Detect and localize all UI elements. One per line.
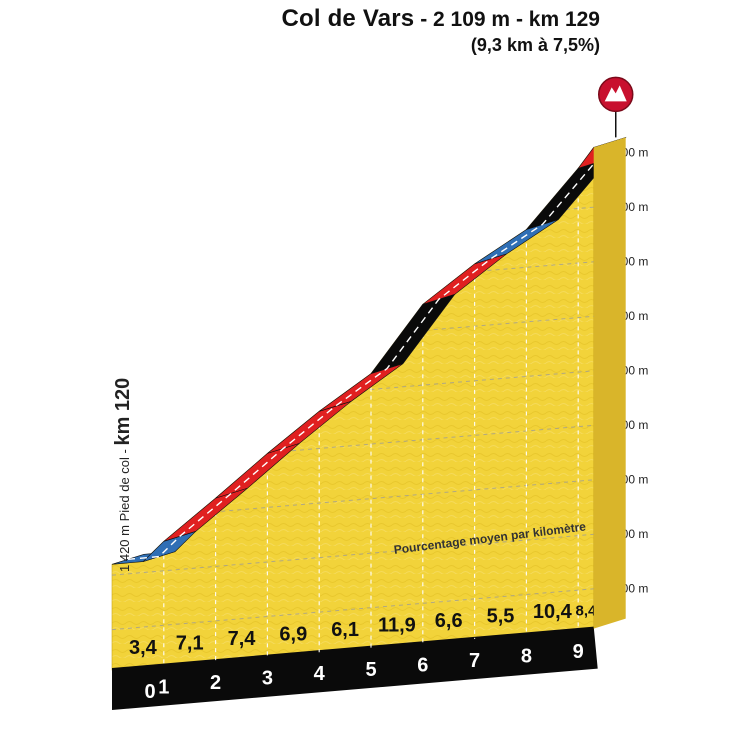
gradient-percentage-label: 7,4 [228, 628, 257, 650]
gradient-percentage-label: 11,9 [378, 615, 416, 637]
start-label: 1 420 m Pied de col - km 120 [112, 378, 135, 572]
km-base-strip [112, 626, 598, 710]
km-tick-label: 5 [365, 659, 376, 681]
km-tick-label: 4 [314, 663, 326, 685]
km-tick-label: 8 [521, 645, 532, 667]
altitude-grid [111, 151, 600, 631]
gradient-percentage-label: 3,4 [129, 637, 158, 659]
altitude-gridline [346, 369, 600, 393]
gradient-road-segments [111, 136, 627, 565]
gradient-percentage-label: 6,9 [279, 623, 307, 645]
mountain-glyph [604, 85, 627, 102]
col-summit-details: - 2 109 m - km 129 [420, 8, 600, 31]
km-divider-lines [163, 174, 579, 666]
col-name: Col de Vars [281, 5, 415, 32]
gradient-percentage-label: 10,4 [533, 601, 573, 623]
gradient-percentage-label: 6,1 [331, 619, 359, 641]
altitude-gridline [463, 260, 600, 273]
climb-title: Col de Vars - 2 109 m - km 129 (9,3 km à… [281, 6, 600, 57]
km-tick-label: 1 [158, 677, 169, 699]
km-tick-label: 7 [469, 650, 480, 672]
gradient-percentage-labels: 3,4 7,1 7,4 6,9 6,1 11,9 6,6 5,5 10,4 8,4 [129, 601, 597, 659]
terrain-end-face [593, 137, 626, 629]
gradient-percentage-label: 5,5 [487, 606, 515, 628]
gradient-percentage-label: 7,1 [176, 632, 204, 654]
altitude-gridline [111, 533, 600, 576]
altitude-gridline [111, 587, 600, 631]
terrain-front-face [111, 146, 595, 671]
start-km-label: km 120 [112, 377, 134, 446]
km-tick-label: 0 [144, 681, 155, 703]
altitude-gridline [401, 315, 600, 333]
start-altitude-label: 1 420 m Pied de col - [117, 445, 132, 572]
km-tick-label: 6 [417, 654, 428, 676]
mountain-summit-icon [597, 76, 634, 138]
km-tick-label: 9 [573, 641, 584, 663]
gradient-percentage-label: 6,6 [435, 610, 463, 632]
gradient-percentage-label: 8,4 [576, 602, 598, 619]
km-tick-label: 2 [210, 672, 221, 694]
km-tick-label: 3 [262, 668, 273, 690]
climb-length-gradient: (9,3 km à 7,5%) [470, 35, 600, 55]
road-centre-line [127, 141, 611, 560]
altitude-gridline [197, 478, 600, 514]
